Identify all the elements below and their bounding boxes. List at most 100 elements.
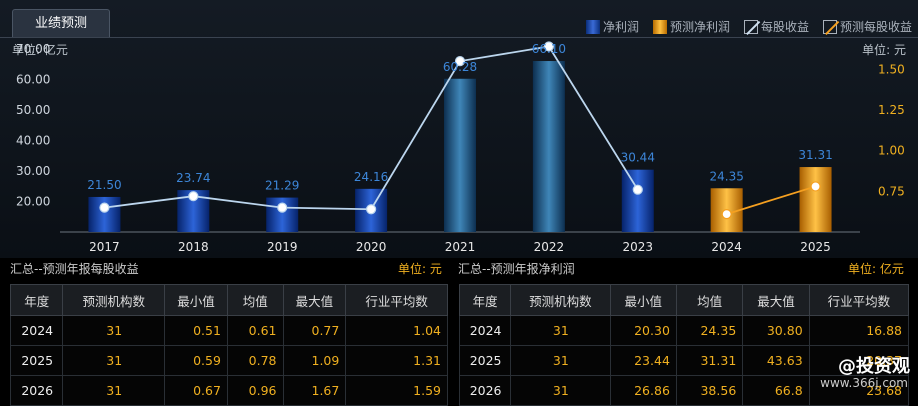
np-header-cell: 预测机构数	[510, 284, 611, 316]
table-cell: 0.96	[226, 375, 284, 406]
x-tick-label: 2017	[89, 240, 120, 254]
legend-label: 每股收益	[760, 20, 809, 34]
right-tick-label: 1.25	[878, 103, 905, 117]
table-cell: 20.37	[808, 345, 910, 376]
table-cell: 20.30	[609, 315, 677, 346]
table-cell: 26.86	[609, 375, 677, 406]
eps-forecast-table: 年度 预测机构数 最小值 均值 最大值 行业平均数 2024 31 0.51 0.61 0.77 1.…	[9, 284, 448, 406]
legend-label: 净利润	[602, 20, 639, 34]
series-point	[632, 184, 643, 195]
x-tick-label: 2024	[711, 240, 742, 254]
table-cell: 31	[62, 375, 166, 406]
series-point	[810, 181, 821, 192]
left-tick-label: 50.00	[16, 103, 50, 117]
legend-forecast-net-profit[interactable]: 预测净利润	[652, 18, 730, 35]
np-header-cell: 最小值	[609, 284, 677, 316]
bar	[532, 61, 565, 233]
eps-table-title: 汇总--预测年报每股收益	[10, 262, 139, 276]
left-tick-label: 20.00	[16, 195, 50, 209]
combo-chart: 20.00 30.00 40.00 50.00 60.00 70.00 0.75 1.00 1.…	[16, 41, 905, 254]
table-cell: 16.88	[808, 315, 910, 346]
eps-table-unit: 单位: 元	[398, 262, 442, 276]
x-tick-label: 2020	[356, 240, 387, 254]
table-cell: 30.80	[742, 315, 810, 346]
table-row: 2026 31 0.67 0.96 1.67 1.59	[9, 375, 448, 406]
bar	[88, 196, 121, 232]
np-header-cell: 行业平均数	[808, 284, 910, 316]
series-point	[188, 191, 199, 202]
bar-value-label: 66.10	[532, 42, 566, 56]
right-tick-label: 1.50	[878, 62, 905, 76]
left-axis-unit: 单位: 亿元	[12, 43, 68, 57]
x-tick-label: 2022	[534, 240, 565, 254]
np-table-title: 汇总--预测年报净利润	[458, 262, 575, 276]
watermark-url: www.366j.com	[820, 376, 908, 390]
table-cell: 1.09	[282, 345, 347, 376]
x-tick-label: 2018	[178, 240, 209, 254]
legend-swatch-line-orange	[822, 19, 837, 34]
right-tick-label: 0.75	[878, 184, 905, 198]
table-cell: 2026	[458, 375, 512, 406]
bar	[621, 169, 654, 232]
bar	[799, 167, 832, 232]
table-row: 2025 31 23.44 31.31 43.63 20.37	[458, 345, 910, 376]
table-cell: 0.61	[226, 315, 284, 346]
np-header-row: 年度 预测机构数 最小值 均值 最大值 行业平均数	[458, 284, 910, 316]
table-cell: 0.67	[164, 375, 228, 406]
table-cell: 1.59	[345, 375, 448, 406]
bar-value-label: 23.74	[176, 171, 210, 185]
x-tick-label: 2025	[800, 240, 831, 254]
legend-swatch-blue	[585, 19, 600, 34]
table-cell: 24.35	[675, 315, 744, 346]
np-header-cell: 最大值	[742, 284, 810, 316]
legend-swatch-gold	[652, 19, 667, 34]
right-axis-unit: 单位: 元	[862, 43, 906, 57]
eps-header-cell: 最小值	[164, 284, 228, 316]
table-cell: 0.51	[164, 315, 228, 346]
bar-value-label: 21.29	[265, 179, 299, 193]
table-cell: 0.78	[226, 345, 284, 376]
series-point	[454, 56, 466, 67]
bar-value-label: 31.31	[798, 148, 832, 162]
left-tick-label: 40.00	[16, 134, 50, 148]
eps-header-cell: 均值	[226, 284, 284, 316]
legend-swatch-line-white	[743, 19, 758, 34]
bar-value-label: 24.16	[354, 170, 388, 184]
legend-forecast-eps[interactable]: 预测每股收益	[822, 18, 912, 35]
bar-value-label: 21.50	[87, 178, 121, 192]
series-point	[721, 209, 732, 220]
table-cell: 66.8	[742, 375, 810, 406]
eps-header-cell: 预测机构数	[62, 284, 166, 316]
table-cell: 23.44	[609, 345, 677, 376]
legend-label: 预测净利润	[669, 20, 730, 34]
left-tick-label: 30.00	[16, 164, 50, 178]
table-cell: 0.77	[282, 315, 347, 346]
right-tick-label: 1.00	[878, 144, 905, 158]
x-tick-label: 2023	[623, 240, 654, 254]
left-tick-label: 70.00	[16, 42, 50, 56]
series-point	[99, 202, 110, 213]
table-row: 2025 31 0.59 0.78 1.09 1.31	[9, 345, 448, 376]
table-row: 2024 31 20.30 24.35 30.80 16.88	[458, 315, 910, 346]
np-table-unit: 单位: 亿元	[848, 262, 904, 276]
eps-header-cell: 年度	[9, 284, 64, 316]
table-cell: 31	[62, 315, 166, 346]
table-cell: 0.59	[164, 345, 228, 376]
table-cell: 2026	[9, 375, 64, 406]
table-cell: 31.31	[675, 345, 744, 376]
x-tick-label: 2021	[445, 240, 476, 254]
tab-forecast[interactable]: 业绩预测	[12, 9, 110, 38]
bar-value-label: 60.28	[443, 60, 477, 74]
series-point	[366, 204, 377, 215]
table-cell: 43.63	[742, 345, 810, 376]
table-cell: 2025	[9, 345, 64, 376]
table-cell: 1.67	[282, 375, 347, 406]
legend-label: 预测每股收益	[839, 20, 912, 34]
legend: 净利润 预测净利润 每股收益 预测每股收益	[585, 18, 912, 35]
table-cell: 31	[510, 345, 611, 376]
eps-header-cell: 行业平均数	[345, 284, 448, 316]
bar	[444, 78, 476, 232]
series-line	[726, 185, 816, 215]
legend-eps[interactable]: 每股收益	[743, 18, 809, 35]
legend-net-profit[interactable]: 净利润	[585, 18, 639, 35]
